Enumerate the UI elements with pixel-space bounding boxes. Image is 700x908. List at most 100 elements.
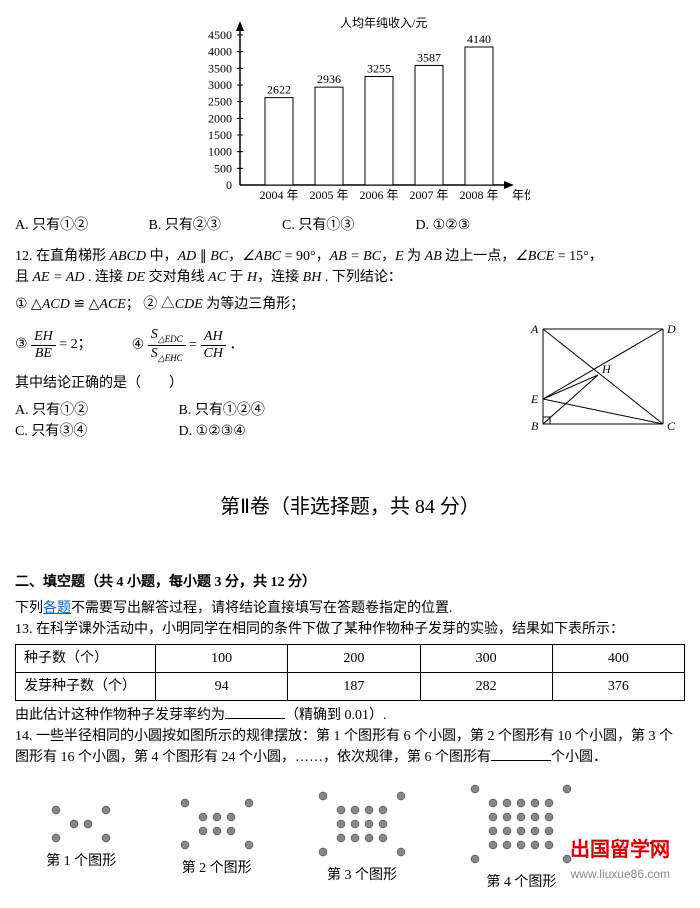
q12-opt-b: B. 只有①②④ xyxy=(179,400,309,421)
t: ∠ABC xyxy=(242,249,281,264)
t: 交对角线 xyxy=(145,270,208,285)
t: = 2； xyxy=(59,337,91,352)
svg-text:3000: 3000 xyxy=(208,78,232,92)
t: ABCD xyxy=(110,249,147,264)
t: △EHC xyxy=(158,352,183,362)
svg-text:1000: 1000 xyxy=(208,145,232,159)
svg-text:A: A xyxy=(530,322,539,336)
t: 中， xyxy=(146,249,178,264)
t: S xyxy=(151,327,158,342)
svg-text:3255: 3255 xyxy=(367,62,391,76)
svg-text:D: D xyxy=(666,322,676,336)
t: ② △ xyxy=(143,297,175,312)
t: ，连接 xyxy=(257,270,303,285)
t: ACD xyxy=(42,297,70,312)
q11-options: A. 只有①② B. 只有②③ C. 只有①③ D. ①②③ xyxy=(15,215,685,236)
t: ； xyxy=(126,297,140,312)
t: DE xyxy=(126,270,145,285)
t: BH xyxy=(303,270,322,285)
t: AB xyxy=(425,249,442,264)
t: ACE xyxy=(99,297,125,312)
q11-opt-d: D. ①②③ xyxy=(416,215,546,236)
t: ③ xyxy=(15,337,28,352)
q13-table: 种子数（个）100200300400 发芽种子数（个）94187282376 xyxy=(15,644,685,701)
t: 于 xyxy=(226,270,247,285)
watermark-url: www.liuxue86.com xyxy=(570,865,670,883)
t: = 90°， xyxy=(281,249,330,264)
t: 且 xyxy=(15,270,33,285)
svg-text:E: E xyxy=(530,392,539,406)
t: H xyxy=(247,270,257,285)
t: ， xyxy=(228,249,242,264)
t: CH xyxy=(201,346,226,361)
q12-figure: A D B C E H xyxy=(525,321,685,443)
t: AC xyxy=(208,270,226,285)
income-bar-chart: 人均年纯收入/元 500 1000 1500 2000 2500 3000 3500 4000… xyxy=(170,15,530,205)
svg-text:4500: 4500 xyxy=(208,28,232,42)
t: . 连接 xyxy=(84,270,126,285)
t: CDE xyxy=(175,297,203,312)
t: 个小圆． xyxy=(551,750,607,765)
t: ≌ △ xyxy=(70,297,100,312)
t: AH xyxy=(201,329,226,345)
svg-text:2500: 2500 xyxy=(208,95,232,109)
svg-text:500: 500 xyxy=(214,161,232,175)
q14-stem: 14. 一些半径相同的小圆按如图所示的规律摆放：第 1 个图形有 6 个小圆，第… xyxy=(15,726,685,768)
t: ， xyxy=(381,249,395,264)
svg-text:3500: 3500 xyxy=(208,61,232,75)
svg-text:2005 年: 2005 年 xyxy=(309,188,348,202)
fill-title: 二、填空题（共 4 小题，每小题 3 分，共 12 分） xyxy=(15,572,685,593)
svg-text:1500: 1500 xyxy=(208,128,232,142)
q12-opt-a: A. 只有①② xyxy=(15,400,175,421)
svg-text:2008 年: 2008 年 xyxy=(459,188,498,202)
svg-text:0: 0 xyxy=(226,178,232,192)
chart-bars: 2622 2004 年 2936 2005 年 3255 2006 年 3587… xyxy=(259,32,498,202)
q12-prompt: 其中结论正确的是（ ） xyxy=(15,373,525,394)
t: 为等边三角形； xyxy=(203,297,305,312)
svg-text:2936: 2936 xyxy=(317,72,341,86)
t: 边上一点， xyxy=(442,249,516,264)
svg-text:4140: 4140 xyxy=(467,32,491,46)
link[interactable]: 各题 xyxy=(43,601,71,616)
t: 为 xyxy=(404,249,425,264)
q11-opt-a: A. 只有①② xyxy=(15,215,145,236)
watermark: 出国留学网 www.liuxue86.com xyxy=(570,835,670,883)
q12-opt-c: C. 只有③④ xyxy=(15,421,175,442)
t: ． xyxy=(229,337,243,352)
chart-xlabel: 年份 xyxy=(512,188,530,202)
q13-stem: 13. 在科学课外活动中，小明同学在相同的条件下做了某种作物种子发芽的实验，结果… xyxy=(15,619,685,640)
q12-concl-34: ③ EHBE = 2； ④ S△EDCS△EHC = AHCH ． xyxy=(15,327,525,363)
t: 不需要写出解答过程，请将结论直接填写在答题卷指定的位置. xyxy=(71,601,453,616)
t: S xyxy=(151,346,158,361)
blank xyxy=(491,747,551,761)
t: EH xyxy=(31,329,56,345)
t: 由此估计这种作物种子发芽率约为 xyxy=(15,708,225,723)
svg-text:H: H xyxy=(601,362,612,376)
t: 12. 在直角梯形 xyxy=(15,249,110,264)
t: 下列 xyxy=(15,601,43,616)
q13-conclusion: 由此估计这种作物种子发芽率约为 （精确到 0.01）. xyxy=(15,705,685,726)
q12: 12. 在直角梯形 ABCD 中，AD ∥ BC，∠ABC = 90°，AB =… xyxy=(15,246,685,452)
q11-opt-c: C. 只有①③ xyxy=(282,215,412,236)
chart-yticks: 500 1000 1500 2000 2500 3000 3500 4000 4500 0 xyxy=(208,28,243,192)
svg-text:2000: 2000 xyxy=(208,111,232,125)
q12-conclusions: ① △ACD ≌ △ACE； ② △CDE 为等边三角形； xyxy=(15,294,685,315)
q12-opt-d: D. ①②③④ xyxy=(179,421,309,442)
svg-text:4000: 4000 xyxy=(208,45,232,59)
t: E xyxy=(395,249,404,264)
fill-note: 下列各题不需要写出解答过程，请将结论直接填写在答题卷指定的位置. xyxy=(15,598,685,619)
t: . 下列结论： xyxy=(321,270,402,285)
t: ∥ xyxy=(196,249,210,264)
chart-ylabel: 人均年纯收入/元 xyxy=(340,16,427,30)
t: BE xyxy=(31,346,56,361)
svg-text:C: C xyxy=(667,419,676,433)
t: AE = AD xyxy=(33,270,85,285)
svg-text:2006 年: 2006 年 xyxy=(359,188,398,202)
svg-text:B: B xyxy=(531,419,539,433)
svg-text:2622: 2622 xyxy=(267,83,291,97)
t: ④ xyxy=(132,337,145,352)
section2-title: 第Ⅱ卷（非选择题，共 84 分） xyxy=(15,492,685,522)
svg-text:2007 年: 2007 年 xyxy=(409,188,448,202)
svg-text:2004 年: 2004 年 xyxy=(259,188,298,202)
t: （精确到 0.01）. xyxy=(285,708,387,723)
